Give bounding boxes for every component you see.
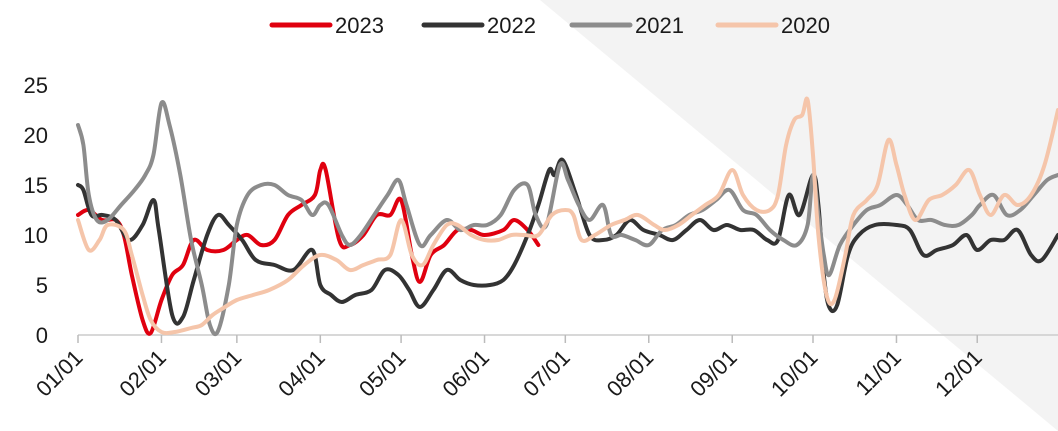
y-tick-label: 25 [24, 73, 48, 98]
y-tick-label: 10 [24, 223, 48, 248]
legend-label-2022: 2022 [487, 13, 536, 38]
legend-label-2023: 2023 [335, 13, 384, 38]
y-tick-label: 0 [36, 323, 48, 348]
series-layer [76, 96, 1058, 337]
y-axis: 0 5 10 15 20 25 [24, 73, 48, 348]
series-line-2020 [76, 96, 1058, 336]
y-tick-label: 20 [24, 123, 48, 148]
legend-label-2020: 2020 [781, 13, 830, 38]
y-tick-label: 5 [36, 273, 48, 298]
legend: 2023 2022 2021 2020 [269, 13, 830, 38]
legend-label-2021: 2021 [635, 13, 684, 38]
y-tick-label: 15 [24, 173, 48, 198]
series-line-2023 [76, 161, 541, 336]
